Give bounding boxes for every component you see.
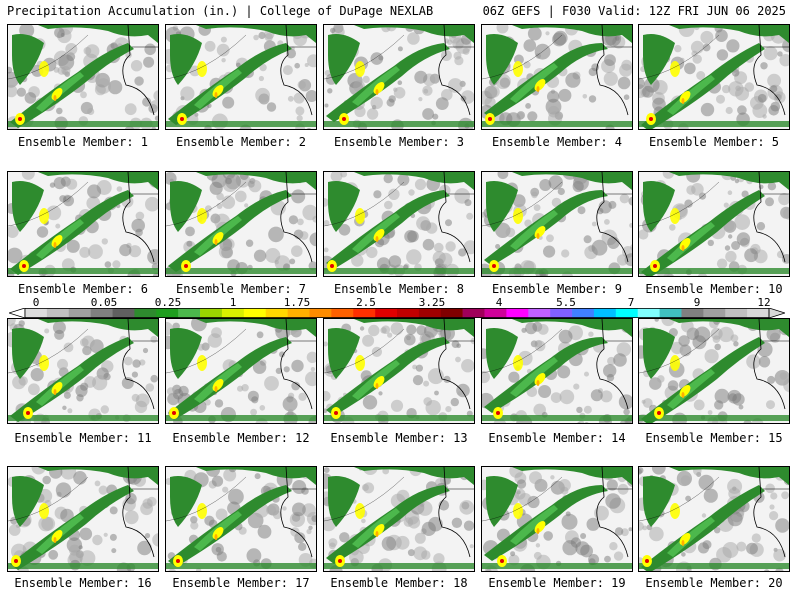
ensemble-member-map: [638, 466, 790, 572]
ensemble-member-map: [638, 24, 790, 130]
ensemble-member-label: Ensemble Member: 15: [645, 431, 783, 445]
ensemble-member-map: [165, 318, 317, 424]
ensemble-member-label: Ensemble Member: 3: [333, 135, 465, 149]
colorbar-cell: [725, 308, 748, 318]
colorbar-cell: [90, 308, 113, 318]
colorbar-cell: [46, 308, 70, 318]
colorbar-tick-label: 3.25: [418, 296, 446, 309]
colorbar-cell: [200, 308, 223, 318]
ensemble-member-map: [481, 466, 633, 572]
colorbar-cell: [572, 308, 595, 318]
colorbar-tick-label: 1: [229, 296, 237, 309]
colorbar-cell: [659, 308, 682, 318]
precip-colorbar: [9, 308, 785, 318]
ensemble-member-map: [165, 466, 317, 572]
colorbar-cell: [681, 308, 704, 318]
ensemble-member-map: [7, 24, 159, 130]
ensemble-member-map: [323, 171, 475, 277]
colorbar-cell: [112, 308, 135, 318]
chart-title: Precipitation Accumulation (in.) | Colle…: [7, 4, 434, 18]
ensemble-member-label: Ensemble Member: 2: [175, 135, 307, 149]
colorbar-left-arrow: [9, 308, 26, 318]
ensemble-member-label: Ensemble Member: 14: [488, 431, 626, 445]
colorbar-cell: [440, 308, 463, 318]
ensemble-member-label: Ensemble Member: 6: [17, 282, 149, 296]
colorbar-cell: [703, 308, 726, 318]
colorbar-tick-label: 0.05: [90, 296, 118, 309]
ensemble-member-label: Ensemble Member: 7: [175, 282, 307, 296]
colorbar-cell: [134, 308, 157, 318]
ensemble-member-label: Ensemble Member: 13: [330, 431, 468, 445]
ensemble-member-label: Ensemble Member: 9: [491, 282, 623, 296]
colorbar-cell: [309, 308, 332, 318]
colorbar-cell: [156, 308, 179, 318]
colorbar-right-arrow: [768, 308, 785, 318]
colorbar-tick-label: 0.25: [154, 296, 182, 309]
colorbar-cell: [25, 308, 48, 318]
colorbar-cell: [593, 308, 617, 318]
ensemble-member-label: Ensemble Member: 16: [14, 576, 152, 590]
ensemble-member-label: Ensemble Member: 10: [645, 282, 783, 296]
run-info: 06Z GEFS | F030 Valid: 12Z FRI JUN 06 20…: [482, 4, 786, 18]
colorbar-cell: [462, 308, 485, 318]
ensemble-member-map: [7, 318, 159, 424]
colorbar-tick-label: 0: [32, 296, 40, 309]
colorbar-tick-label: 1.75: [283, 296, 311, 309]
colorbar-tick-label: 7: [627, 296, 635, 309]
colorbar-cell: [747, 308, 770, 318]
colorbar-tick-label: 5.5: [556, 296, 576, 309]
colorbar-cell: [68, 308, 91, 318]
ensemble-member-label: Ensemble Member: 1: [17, 135, 149, 149]
colorbar-cell: [243, 308, 266, 318]
ensemble-member-map: [7, 466, 159, 572]
colorbar-tick-label: 9: [693, 296, 701, 309]
ensemble-member-map: [165, 24, 317, 130]
ensemble-member-label: Ensemble Member: 20: [645, 576, 783, 590]
colorbar-cell: [375, 308, 398, 318]
colorbar-tick-label: 12: [757, 296, 771, 309]
colorbar-tick-label: 4: [495, 296, 503, 309]
colorbar-cell: [331, 308, 354, 318]
colorbar-cell: [528, 308, 551, 318]
ensemble-member-label: Ensemble Member: 5: [648, 135, 780, 149]
ensemble-member-label: Ensemble Member: 11: [14, 431, 152, 445]
ensemble-member-map: [7, 171, 159, 277]
colorbar-border: [24, 308, 770, 318]
ensemble-member-label: Ensemble Member: 4: [491, 135, 623, 149]
ensemble-member-map: [638, 318, 790, 424]
ensemble-member-map: [323, 24, 475, 130]
ensemble-member-map: [638, 171, 790, 277]
ensemble-member-label: Ensemble Member: 8: [333, 282, 465, 296]
colorbar-cell: [550, 308, 573, 318]
colorbar-cell: [615, 308, 638, 318]
colorbar-cell: [418, 308, 442, 318]
ensemble-member-label: Ensemble Member: 19: [488, 576, 626, 590]
ensemble-member-label: Ensemble Member: 18: [330, 576, 468, 590]
colorbar-tick-label: 2.5: [356, 296, 376, 309]
colorbar-cell: [637, 308, 660, 318]
colorbar-cell: [484, 308, 507, 318]
colorbar-cell: [353, 308, 376, 318]
colorbar-cell: [178, 308, 201, 318]
colorbar-cell: [506, 308, 529, 318]
ensemble-member-label: Ensemble Member: 12: [172, 431, 310, 445]
colorbar-cell: [287, 308, 310, 318]
colorbar-cell: [221, 308, 245, 318]
colorbar-cell: [397, 308, 420, 318]
colorbar-cell: [265, 308, 288, 318]
ensemble-member-map: [323, 466, 475, 572]
ensemble-member-label: Ensemble Member: 17: [172, 576, 310, 590]
ensemble-member-map: [165, 171, 317, 277]
ensemble-member-map: [481, 318, 633, 424]
ensemble-member-map: [481, 171, 633, 277]
ensemble-member-map: [323, 318, 475, 424]
ensemble-member-map: [481, 24, 633, 130]
